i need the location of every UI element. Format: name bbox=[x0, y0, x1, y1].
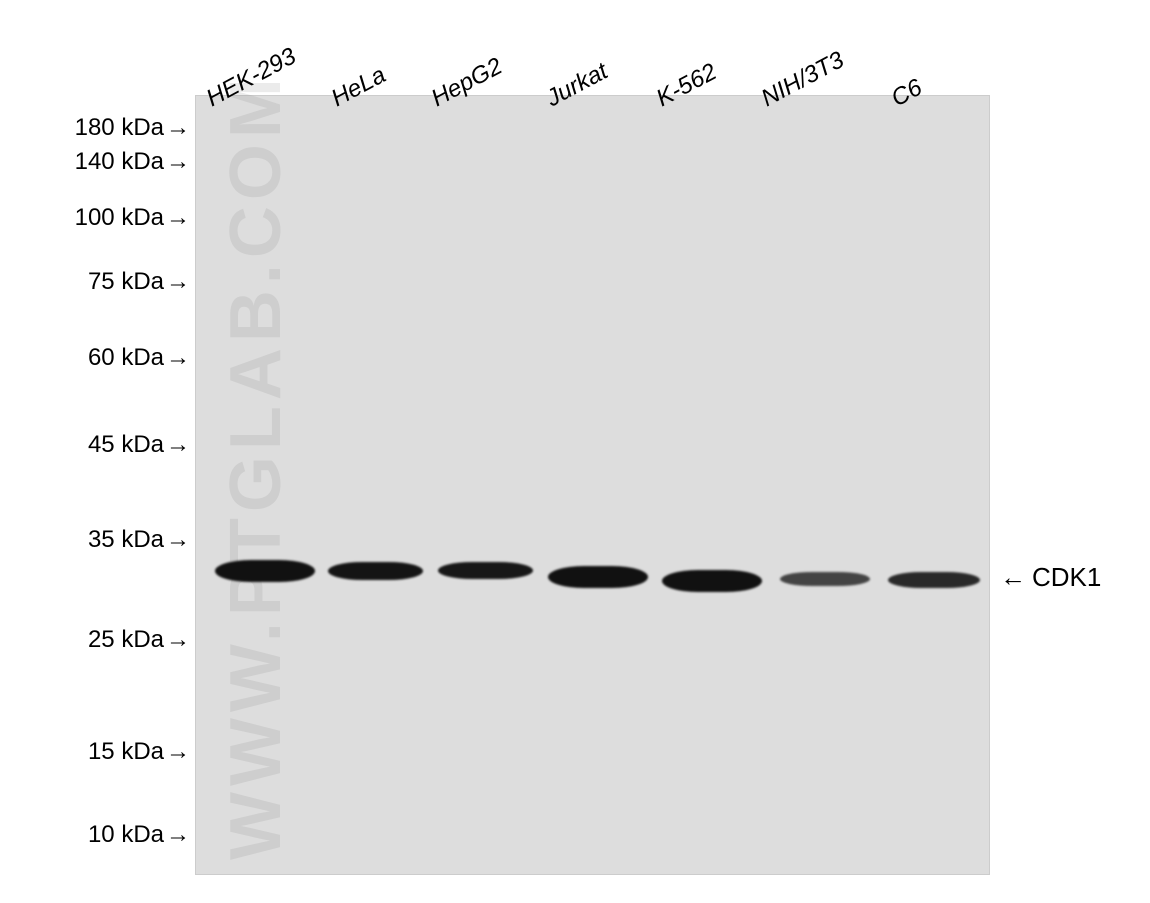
arrow-right-icon: → bbox=[166, 738, 190, 766]
marker-label: 60 kDa→ bbox=[88, 344, 190, 372]
marker-text: 35 kDa bbox=[88, 526, 164, 553]
marker-text: 180 kDa bbox=[75, 114, 164, 141]
blot-band bbox=[662, 570, 762, 592]
arrow-right-icon: → bbox=[166, 526, 190, 554]
marker-label: 180 kDa→ bbox=[75, 114, 190, 142]
marker-label: 10 kDa→ bbox=[88, 821, 190, 849]
arrow-right-icon: → bbox=[166, 114, 190, 142]
blot-membrane bbox=[195, 95, 990, 875]
blot-band bbox=[215, 560, 315, 582]
arrow-right-icon: → bbox=[166, 148, 190, 176]
marker-label: 25 kDa→ bbox=[88, 626, 190, 654]
arrow-right-icon: → bbox=[166, 821, 190, 849]
blot-band bbox=[438, 562, 533, 579]
arrow-right-icon: → bbox=[166, 204, 190, 232]
marker-label: 35 kDa→ bbox=[88, 526, 190, 554]
blot-band bbox=[328, 562, 423, 580]
marker-label: 15 kDa→ bbox=[88, 738, 190, 766]
arrow-right-icon: → bbox=[166, 431, 190, 459]
blot-band bbox=[888, 572, 980, 588]
marker-label: 140 kDa→ bbox=[75, 148, 190, 176]
marker-text: 10 kDa bbox=[88, 821, 164, 848]
target-text: CDK1 bbox=[1032, 562, 1101, 592]
arrow-right-icon: → bbox=[166, 344, 190, 372]
blot-band bbox=[548, 566, 648, 588]
marker-text: 45 kDa bbox=[88, 431, 164, 458]
figure-container: WWW.PTGLAB.COM HEK-293 HeLa HepG2 Jurkat… bbox=[0, 0, 1150, 903]
arrow-left-icon: ← bbox=[1000, 562, 1026, 593]
blot-band bbox=[780, 572, 870, 586]
marker-label: 100 kDa→ bbox=[75, 204, 190, 232]
marker-text: 15 kDa bbox=[88, 738, 164, 765]
marker-text: 25 kDa bbox=[88, 626, 164, 653]
marker-text: 75 kDa bbox=[88, 268, 164, 295]
marker-text: 140 kDa bbox=[75, 148, 164, 175]
arrow-right-icon: → bbox=[166, 626, 190, 654]
marker-text: 100 kDa bbox=[75, 204, 164, 231]
marker-label: 75 kDa→ bbox=[88, 268, 190, 296]
target-label: ←CDK1 bbox=[1000, 562, 1101, 593]
arrow-right-icon: → bbox=[166, 268, 190, 296]
marker-text: 60 kDa bbox=[88, 344, 164, 371]
marker-label: 45 kDa→ bbox=[88, 431, 190, 459]
